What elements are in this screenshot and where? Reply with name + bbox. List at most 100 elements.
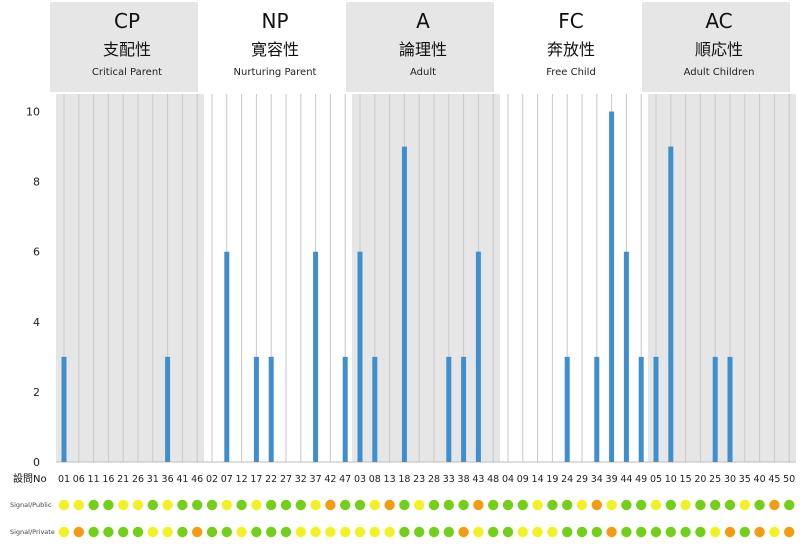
x-tick-label-18: 18 [398, 474, 410, 485]
signal-dot [532, 526, 543, 538]
signal-dot [517, 499, 528, 511]
signal-dot [562, 526, 573, 538]
bar-33 [446, 356, 452, 462]
bar-24 [564, 356, 570, 462]
x-tick-label-29: 29 [576, 474, 588, 485]
x-tick-label-44: 44 [620, 474, 632, 485]
signal-dot [414, 526, 425, 538]
x-tick-label-20: 20 [694, 474, 706, 485]
x-tick-label-42: 42 [324, 474, 336, 485]
bar-01 [61, 356, 67, 462]
group-header-bg-a [346, 2, 494, 92]
signal-dot [769, 499, 780, 511]
y-tick-label: 6 [33, 246, 40, 259]
x-tick-label-01: 01 [58, 474, 70, 485]
x-tick-label-31: 31 [147, 474, 159, 485]
x-tick-label-04: 04 [502, 474, 514, 485]
signal-dot [162, 526, 173, 538]
signal-dot [236, 499, 247, 511]
x-tick-label-48: 48 [487, 474, 499, 485]
signal-dot [369, 526, 380, 538]
signal-dot [58, 526, 70, 538]
signal-dot [192, 526, 203, 538]
x-tick-label-45: 45 [768, 474, 780, 485]
x-tick-label-06: 06 [73, 474, 85, 485]
signal-dot [710, 499, 721, 511]
signal-dot [473, 526, 484, 538]
bar-37 [313, 251, 319, 462]
x-tick-label-41: 41 [176, 474, 188, 485]
x-tick-label-07: 07 [221, 474, 233, 485]
bar-05 [653, 356, 659, 462]
bar-36 [165, 356, 171, 462]
group-jp-label-cp: 支配性 [103, 40, 151, 59]
signal-dot [192, 499, 203, 511]
signal-dot [606, 526, 617, 538]
group-code-ac: AC [705, 9, 732, 33]
group-en-label-a: Adult [410, 67, 436, 78]
x-tick-label-33: 33 [443, 474, 455, 485]
signal-dot [414, 499, 425, 511]
y-tick-label: 8 [33, 176, 40, 189]
signal-dot [354, 499, 366, 511]
signal-dot [177, 499, 188, 511]
signal-dot [680, 499, 691, 511]
group-jp-label-a: 論理性 [399, 40, 447, 59]
signal-dot [724, 526, 736, 538]
signal-dot [147, 499, 158, 511]
x-tick-label-36: 36 [162, 474, 174, 485]
signal-dot [547, 499, 558, 511]
signal-dot [73, 526, 85, 538]
x-tick-label-21: 21 [117, 474, 129, 485]
signal-dot [310, 499, 321, 511]
signal-dot [354, 526, 366, 538]
signal-dot [428, 499, 440, 511]
signal-dot [206, 499, 218, 511]
group-code-a: A [416, 9, 430, 33]
signal-dot [399, 499, 410, 511]
signal-dot [458, 526, 469, 538]
signal-dot [665, 526, 676, 538]
x-tick-label-10: 10 [665, 474, 677, 485]
signal-dot [754, 499, 765, 511]
x-tick-label-19: 19 [546, 474, 558, 485]
bar-07 [224, 251, 230, 462]
x-tick-label-35: 35 [739, 474, 751, 485]
bar-17 [253, 356, 259, 462]
signal-dot [621, 499, 632, 511]
x-tick-label-43: 43 [472, 474, 484, 485]
signal-dot [724, 499, 736, 511]
signal-dot [73, 499, 85, 511]
x-tick-label-09: 09 [517, 474, 529, 485]
y-tick-label: 10 [26, 106, 40, 119]
signal-dot [680, 526, 691, 538]
group-jp-label-fc: 奔放性 [547, 40, 595, 59]
signal-dot [458, 499, 469, 511]
signal-row-label-1: Signal/Private [10, 528, 55, 536]
signal-dot [132, 499, 144, 511]
x-tick-label-11: 11 [88, 474, 100, 485]
group-en-label-fc: Free Child [546, 67, 596, 78]
signal-dot [488, 499, 499, 511]
x-tick-label-32: 32 [295, 474, 307, 485]
x-tick-label-12: 12 [236, 474, 248, 485]
bar-08 [372, 356, 378, 462]
signal-dot [754, 526, 765, 538]
signal-dot [576, 499, 588, 511]
group-jp-label-ac: 順応性 [695, 40, 743, 59]
y-tick-label: 4 [33, 316, 40, 329]
group-plot-bg-cp [56, 94, 204, 462]
bar-44 [623, 251, 629, 462]
signal-dot [443, 526, 454, 538]
x-tick-label-40: 40 [754, 474, 766, 485]
signal-dot [295, 526, 306, 538]
x-tick-label-14: 14 [532, 474, 544, 485]
bar-47 [342, 356, 348, 462]
signal-dot [369, 499, 380, 511]
signal-dot [695, 499, 706, 511]
bar-43 [475, 251, 481, 462]
signal-dot [650, 526, 662, 538]
x-row-label: 設問No [13, 472, 47, 485]
x-tick-label-39: 39 [606, 474, 618, 485]
signal-dot [517, 526, 528, 538]
